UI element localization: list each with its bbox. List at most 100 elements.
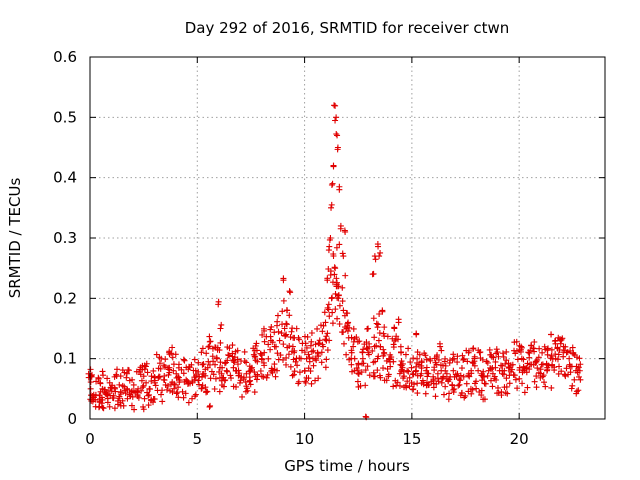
data-point [171, 381, 178, 388]
data-point [432, 393, 439, 400]
data-point [377, 343, 384, 350]
data-point [458, 390, 465, 397]
data-point [548, 346, 555, 353]
data-point [265, 355, 272, 362]
data-point [450, 351, 457, 358]
data-point [463, 380, 470, 387]
data-point [162, 356, 169, 363]
data-point [329, 180, 336, 187]
data-point [331, 264, 338, 271]
data-point [132, 389, 139, 396]
data-point [334, 315, 341, 322]
data-point [371, 334, 378, 341]
data-point [440, 391, 447, 398]
data-point [563, 365, 570, 372]
data-point [322, 336, 329, 343]
data-point [531, 348, 538, 355]
data-point [252, 357, 259, 364]
data-point [488, 366, 495, 373]
data-point [339, 250, 346, 257]
data-point [308, 380, 315, 387]
data-point [102, 391, 109, 398]
data-point [568, 385, 575, 392]
data-point [226, 345, 233, 352]
data-point [402, 351, 409, 358]
data-point [312, 377, 319, 384]
data-point [291, 368, 298, 375]
data-point [377, 374, 384, 381]
data-point [169, 354, 176, 361]
data-point [483, 358, 490, 365]
data-point [131, 406, 138, 413]
data-point [326, 337, 333, 344]
data-point [188, 361, 195, 368]
data-point [138, 377, 145, 384]
data-point [106, 379, 113, 386]
data-point [377, 249, 384, 256]
data-point [283, 307, 290, 314]
data-point [202, 372, 209, 379]
data-point [458, 365, 465, 372]
data-point [269, 369, 276, 376]
x-tick-label: 10 [295, 430, 314, 448]
data-point [140, 373, 147, 380]
data-point [142, 363, 149, 370]
data-point [313, 357, 320, 364]
data-point [561, 371, 568, 378]
data-point [240, 374, 247, 381]
data-point [413, 330, 420, 337]
data-point [155, 373, 162, 380]
data-point [518, 344, 525, 351]
data-point [340, 340, 347, 347]
data-point [374, 367, 381, 374]
data-point [332, 117, 339, 124]
data-point [359, 349, 366, 356]
data-point [195, 381, 202, 388]
data-point [207, 375, 214, 382]
data-point [454, 370, 461, 377]
data-point [569, 382, 576, 389]
data-point [324, 347, 331, 354]
data-point [434, 352, 441, 359]
data-point [358, 369, 365, 376]
data-point [436, 340, 443, 347]
data-point [215, 298, 222, 305]
data-point [440, 374, 447, 381]
data-point [517, 348, 524, 355]
y-tick-label: 0.6 [53, 48, 77, 66]
data-point [471, 362, 478, 369]
data-point [442, 355, 449, 362]
data-point [330, 252, 337, 259]
data-point [291, 347, 298, 354]
data-point [257, 367, 264, 374]
data-point [334, 132, 341, 139]
data-point [360, 360, 367, 367]
data-point [202, 366, 209, 373]
data-point [170, 367, 177, 374]
data-point [381, 350, 388, 357]
data-point [460, 355, 467, 362]
data-point [370, 315, 377, 322]
data-point [210, 371, 217, 378]
data-point [375, 321, 382, 328]
data-point [454, 359, 461, 366]
data-point [175, 373, 182, 380]
data-point [158, 391, 165, 398]
data-point [479, 356, 486, 363]
data-point [235, 367, 242, 374]
data-point [476, 349, 483, 356]
data-point [456, 381, 463, 388]
data-point [193, 372, 200, 379]
data-point [274, 350, 281, 357]
data-point [346, 324, 353, 331]
data-point [98, 400, 105, 407]
data-point [445, 396, 452, 403]
data-point [180, 370, 187, 377]
data-point [437, 362, 444, 369]
data-point [279, 308, 286, 315]
chart-title: Day 292 of 2016, SRMTID for receiver ctw… [185, 19, 510, 37]
data-point [475, 367, 482, 374]
data-point [406, 374, 413, 381]
data-point [434, 375, 441, 382]
x-tick-label: 0 [85, 430, 95, 448]
